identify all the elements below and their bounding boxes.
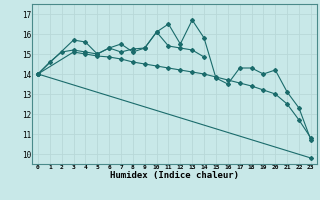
X-axis label: Humidex (Indice chaleur): Humidex (Indice chaleur) xyxy=(110,171,239,180)
